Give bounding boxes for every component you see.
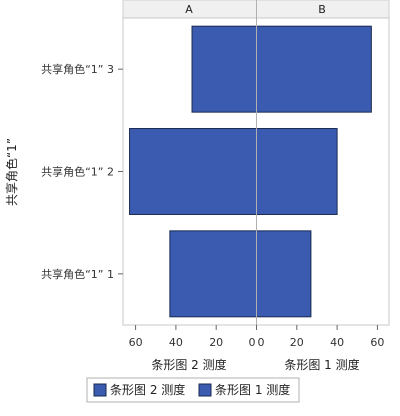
x-tick-label: 0 (249, 336, 256, 349)
x-tick-label: 60 (370, 336, 384, 349)
x-tick-label: 20 (209, 336, 223, 349)
x-tick-label: 40 (169, 336, 183, 349)
legend-swatch-series-2 (93, 383, 107, 397)
category-label: 共享角色“1” 1 (41, 267, 114, 281)
legend-swatch-series-1 (198, 383, 212, 397)
panel-header-b: B (318, 3, 326, 16)
bar-series-2-1 (191, 25, 257, 113)
x-axis-label-left: 条形图 2 测度 (151, 357, 226, 372)
legend-label-series-2: 条形图 2 测度 (110, 382, 185, 397)
category-label: 共享角色“1” 3 (41, 62, 114, 76)
x-tick-label: 20 (290, 336, 304, 349)
panel-header-a: A (185, 3, 193, 16)
x-axis-label-right: 条形图 1 测度 (284, 357, 359, 372)
legend-frame (86, 377, 300, 403)
category-label: 共享角色“1” 2 (41, 165, 114, 179)
x-tick-label: 60 (129, 336, 143, 349)
bar-series-1-3 (256, 230, 312, 318)
x-tick-label: 40 (330, 336, 344, 349)
bar-series-2-2 (129, 128, 257, 215)
bar-series-2-3 (169, 230, 257, 318)
legend: 条形图 2 测度 条形图 1 测度 (86, 377, 300, 403)
y-axis-label: 共享角色“1” (4, 138, 19, 206)
legend-label-series-1: 条形图 1 测度 (215, 382, 290, 397)
bar-series-1-2 (256, 128, 338, 215)
x-tick-label: 0 (258, 336, 265, 349)
bar-series-1-1 (256, 25, 372, 113)
